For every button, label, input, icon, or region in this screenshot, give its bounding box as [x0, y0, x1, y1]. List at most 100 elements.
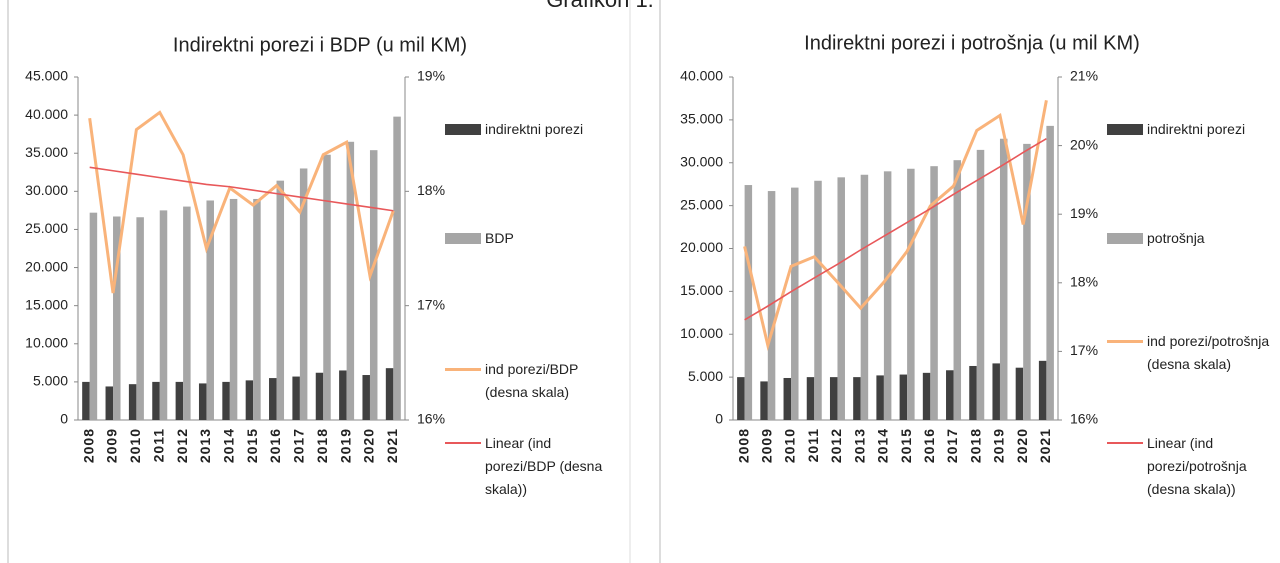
y-tick-label: 15.000 [680, 282, 723, 298]
bar [292, 376, 300, 420]
x-tick-label: 2012 [828, 428, 844, 463]
legend-label: indirektni porezi [485, 121, 584, 137]
x-tick-label: 2021 [384, 428, 400, 463]
y2-tick-label: 16% [417, 411, 445, 427]
bar [860, 174, 869, 420]
y-tick-label: 0 [715, 411, 723, 427]
bar [299, 168, 308, 420]
bar [806, 377, 815, 420]
x-tick-label: 2018 [967, 428, 983, 463]
x-tick-label: 2014 [221, 428, 237, 463]
y2-tick-label: 17% [1070, 342, 1098, 358]
bar [128, 384, 137, 420]
bar [136, 217, 144, 420]
bar [930, 166, 938, 420]
legend-item: potrošnja [1107, 227, 1277, 250]
y-tick-label: 5.000 [33, 373, 68, 389]
x-tick-label: 2013 [851, 428, 867, 463]
x-tick-label: 2014 [875, 428, 891, 463]
y2-tick-label: 19% [417, 68, 445, 84]
x-tick-label: 2009 [759, 428, 775, 463]
bar [829, 377, 838, 420]
x-tick-label: 2008 [80, 428, 96, 463]
bar [339, 370, 347, 420]
x-tick-label: 2016 [921, 428, 937, 463]
y2-tick-label: 21% [1070, 68, 1098, 84]
x-tick-label: 2017 [944, 428, 960, 463]
bar [315, 372, 324, 420]
legend-item: indirektni porezi [1107, 118, 1277, 141]
x-tick-label: 2011 [805, 428, 821, 462]
bar [992, 363, 1000, 420]
x-tick-label: 2017 [291, 428, 307, 463]
x-tick-label: 2012 [174, 428, 190, 463]
line [743, 100, 1048, 352]
x-tick-label: 2013 [197, 428, 213, 463]
x-tick-label: 2010 [127, 428, 143, 463]
bar [183, 206, 191, 420]
bar [946, 370, 954, 420]
bar [837, 177, 845, 420]
bar [105, 386, 114, 420]
y-tick-label: 20.000 [25, 258, 68, 274]
legend-swatch [445, 442, 481, 444]
y-tick-label: 15.000 [25, 296, 68, 312]
x-tick-label: 2021 [1037, 428, 1053, 463]
legend-swatch [1107, 340, 1143, 343]
y-tick-label: 5.000 [688, 368, 723, 384]
legend-item: ind porezi/BDP (desna skala) [445, 358, 605, 404]
bar [159, 210, 168, 420]
bar [175, 381, 184, 420]
bar [222, 381, 230, 420]
bar [760, 381, 768, 420]
x-tick-label: 2015 [244, 428, 260, 463]
heading: Grafikon 1. [0, 0, 1200, 13]
y-tick-label: 20.000 [680, 239, 723, 255]
x-tick-label: 2011 [150, 428, 166, 462]
bar [152, 381, 160, 420]
legend-swatch [445, 368, 481, 371]
bar [276, 180, 285, 420]
bar [323, 154, 331, 420]
x-tick-label: 2020 [1014, 428, 1030, 463]
bar [791, 187, 799, 420]
y-tick-label: 35.000 [25, 144, 68, 160]
legend-swatch [1107, 442, 1143, 444]
y-tick-label: 45.000 [25, 68, 68, 84]
y-tick-label: 30.000 [680, 153, 723, 169]
legend-label: ind porezi/BDP (desna skala) [485, 361, 579, 400]
bar [876, 375, 884, 420]
y-tick-label: 25.000 [680, 196, 723, 212]
bar [853, 377, 861, 420]
bar [922, 372, 931, 420]
line [89, 166, 394, 212]
bar [385, 368, 394, 420]
legend-swatch [1107, 124, 1143, 135]
bar [999, 138, 1008, 421]
bar [744, 185, 753, 420]
bar [814, 180, 822, 420]
legend-item: indirektni porezi [445, 118, 605, 141]
x-tick-label: 2019 [991, 428, 1007, 463]
y2-tick-label: 16% [1070, 411, 1098, 427]
legend-label: Linear (ind porezi/potrošnja (desna skal… [1147, 435, 1247, 497]
chart-title: Indirektni porezi i potrošnja (u mil KM) [804, 32, 1140, 54]
line [88, 110, 395, 294]
line [744, 138, 1047, 321]
y-tick-label: 10.000 [680, 325, 723, 341]
y-tick-label: 40.000 [680, 68, 723, 84]
x-tick-label: 2016 [267, 428, 283, 463]
bar [229, 198, 238, 420]
legend-label: BDP [485, 230, 514, 246]
legend-swatch [445, 233, 481, 244]
legend-label: Linear (ind porezi/BDP (desna skala)) [485, 435, 603, 497]
x-tick-label: 2020 [361, 428, 377, 463]
x-tick-label: 2018 [314, 428, 330, 463]
legend-item: Linear (ind porezi/potrošnja (desna skal… [1107, 432, 1277, 501]
bar [953, 160, 962, 421]
bar [969, 365, 977, 420]
bar [899, 374, 908, 420]
y2-tick-label: 20% [1070, 136, 1098, 152]
bar [767, 191, 776, 420]
